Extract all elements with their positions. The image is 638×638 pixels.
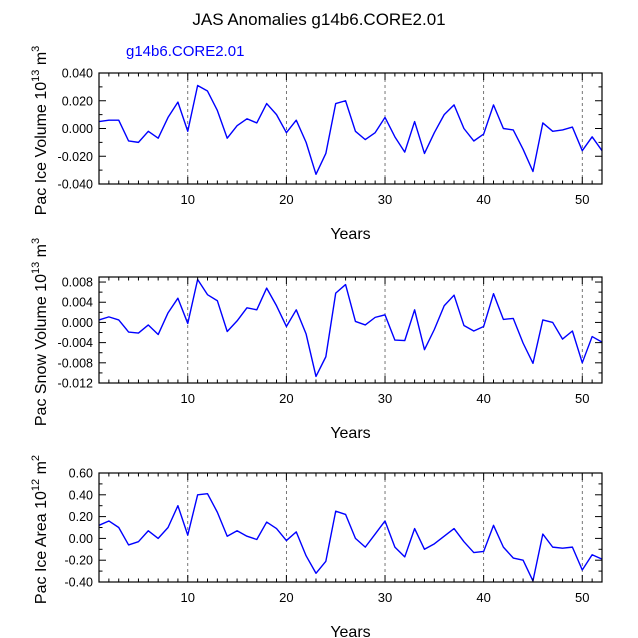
y-tick-label: -0.020 — [58, 150, 93, 164]
x-tick-label: 20 — [279, 192, 293, 207]
x-tick-label: 10 — [181, 590, 195, 605]
plot-frame — [98, 276, 603, 384]
x-tick-label: 10 — [181, 192, 195, 207]
data-line — [98, 278, 603, 378]
y-axis-label: Pac Ice Area 1012 m2 — [30, 455, 50, 604]
x-tick-label: 30 — [378, 192, 392, 207]
y-tick-label: -0.004 — [58, 336, 93, 350]
x-tick-label: 40 — [476, 192, 490, 207]
y-tick-label: 0.020 — [62, 94, 93, 108]
x-tick-label: 20 — [279, 590, 293, 605]
x-tick-label: 50 — [575, 391, 589, 406]
y-tick-label: 0.40 — [69, 488, 93, 502]
y-tick-label: -0.012 — [58, 377, 93, 391]
figure-title: JAS Anomalies g14b6.CORE2.01 — [192, 10, 445, 29]
y-tick-label: 0.000 — [62, 316, 93, 330]
y-tick-label: 0.000 — [62, 122, 93, 136]
x-axis-label: Years — [330, 425, 370, 442]
x-tick-label: 20 — [279, 391, 293, 406]
y-tick-label: -0.20 — [65, 554, 94, 568]
x-axis-label: Years — [330, 226, 370, 243]
y-axis-label: Pac Ice Volume 1013 m3 — [30, 46, 50, 216]
panel-1: 10 20 30 40 50 -0.040 -0.020 0.000 0.020 0.040 Yea… — [30, 46, 603, 243]
x-tick-label: 30 — [378, 590, 392, 605]
x-tick-label: 40 — [476, 590, 490, 605]
y-tick-label: -0.008 — [58, 356, 93, 370]
y-tick-label: -0.040 — [58, 178, 93, 192]
data-line — [98, 84, 603, 175]
x-axis-label: Years — [330, 624, 370, 638]
y-tick-label: 0.00 — [69, 532, 93, 546]
x-tick-label: 50 — [575, 590, 589, 605]
panel-2: 10 20 30 40 50 -0.012 -0.008 -0.004 0.000 0.004 0.… — [30, 238, 603, 442]
series-label: g14b6.CORE2.01 — [126, 43, 244, 60]
plot-frame — [98, 72, 603, 185]
y-axis-label: Pac Snow Volume 1013 m3 — [30, 238, 50, 426]
x-tick-label: 40 — [476, 391, 490, 406]
y-tick-label: -0.40 — [65, 576, 94, 590]
y-tick-label: 0.20 — [69, 510, 93, 524]
y-tick-label: 0.008 — [62, 276, 93, 290]
panel-3: 10 20 30 40 50 -0.40 -0.20 0.00 0.20 0.40 0.60 Year… — [30, 455, 603, 638]
y-tick-label: 0.004 — [62, 296, 93, 310]
x-tick-label: 30 — [378, 391, 392, 406]
y-tick-label: 0.60 — [69, 467, 93, 481]
x-tick-label: 50 — [575, 192, 589, 207]
data-line — [98, 493, 603, 582]
y-tick-label: 0.040 — [62, 67, 93, 81]
x-tick-label: 10 — [181, 391, 195, 406]
